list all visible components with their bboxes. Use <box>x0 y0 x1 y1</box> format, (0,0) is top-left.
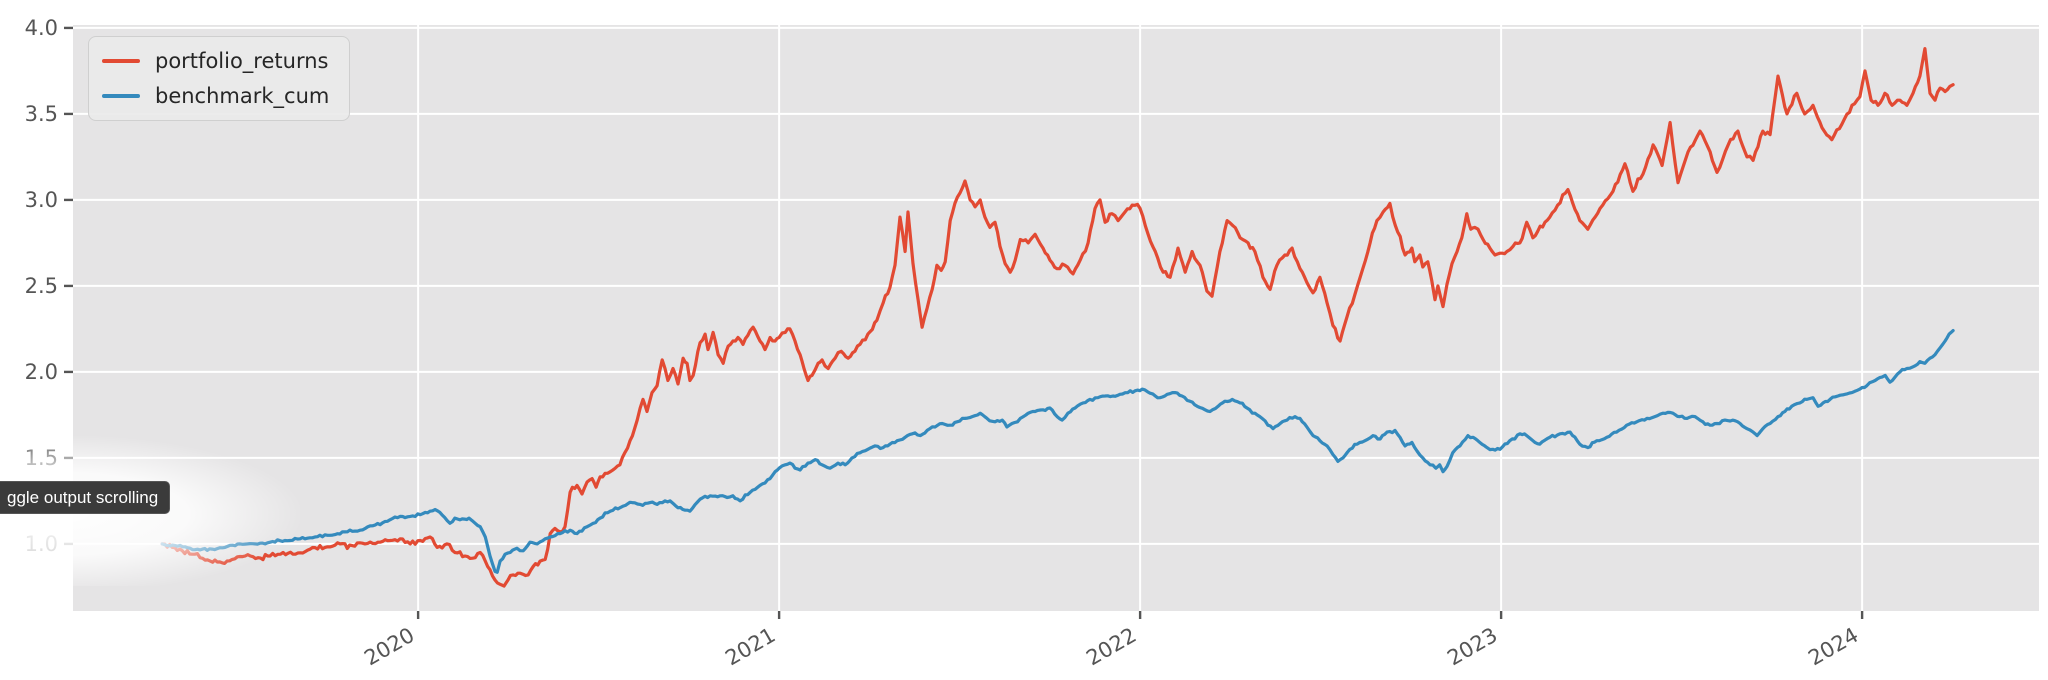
legend-line-swatch-portfolio-returns <box>102 59 140 63</box>
legend: portfolio_returns benchmark_cum <box>88 36 350 121</box>
gridlines <box>73 25 2039 611</box>
series-portfolio_returns-line <box>160 47 1955 588</box>
tooltip-toggle-output-scrolling: ggle output scrolling <box>0 481 171 514</box>
legend-line-swatch-benchmark-cum <box>102 94 140 98</box>
legend-label-benchmark-cum: benchmark_cum <box>155 84 330 108</box>
legend-item-benchmark-cum: benchmark_cum <box>102 82 333 110</box>
legend-item-portfolio-returns: portfolio_returns <box>102 47 333 75</box>
legend-label-portfolio-returns: portfolio_returns <box>155 49 329 73</box>
series-benchmark_cum-line <box>160 329 1955 574</box>
plot-background <box>73 25 2039 611</box>
